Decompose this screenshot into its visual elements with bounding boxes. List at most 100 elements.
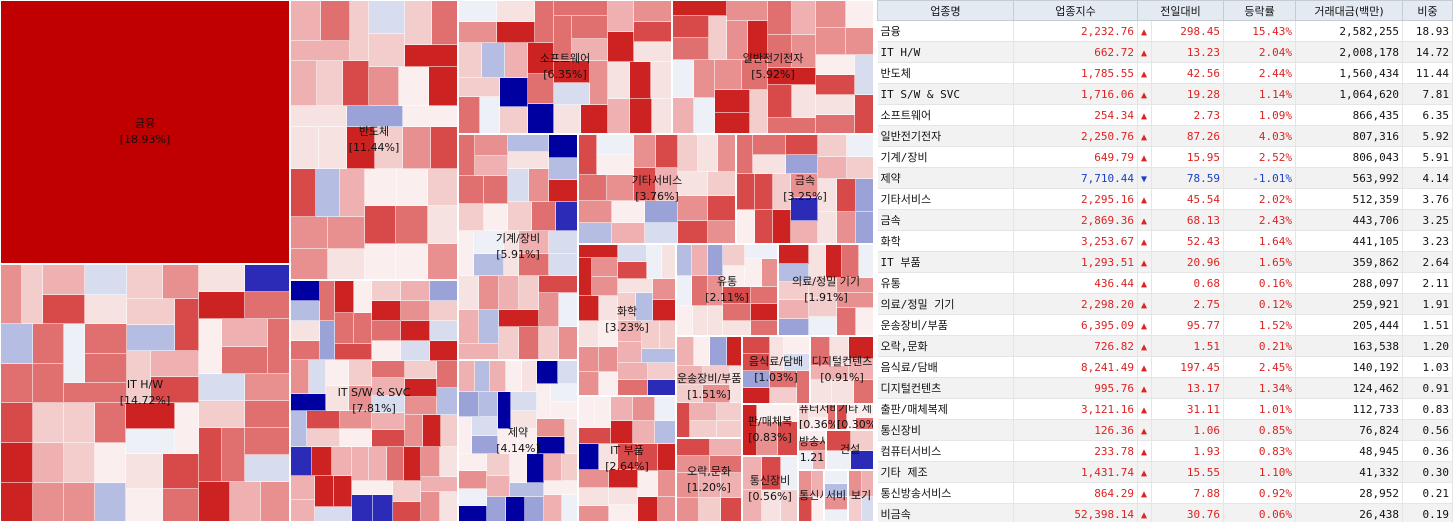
treemap-stock-tile[interactable] — [597, 135, 634, 155]
treemap-stock-tile[interactable] — [618, 279, 653, 293]
treemap-stock-tile[interactable] — [842, 245, 859, 278]
treemap-stock-tile[interactable] — [727, 337, 741, 366]
treemap-stock-tile[interactable] — [349, 386, 372, 411]
treemap-stock-tile[interactable] — [809, 278, 837, 298]
treemap-stock-tile[interactable] — [799, 405, 809, 429]
treemap-stock-tile[interactable] — [428, 244, 457, 279]
treemap-stock-tile[interactable] — [673, 98, 694, 133]
treemap-stock-tile[interactable] — [64, 324, 85, 383]
treemap-stock-tile[interactable] — [723, 304, 751, 321]
treemap-stock-tile[interactable] — [1, 324, 33, 364]
treemap-stock-tile[interactable] — [779, 264, 809, 282]
treemap-stock-tile[interactable] — [656, 135, 678, 168]
treemap-stock-tile[interactable] — [773, 174, 791, 210]
treemap-stock-tile[interactable] — [743, 457, 762, 490]
treemap-stock-tile[interactable] — [365, 169, 397, 206]
treemap-stock-tile[interactable] — [551, 384, 577, 402]
table-row[interactable]: 디지털컨텐츠 995.76 ▲ 13.17 1.34% 124,462 0.91 — [877, 377, 1454, 399]
treemap-stock-tile[interactable] — [579, 470, 609, 488]
treemap-stock-tile[interactable] — [372, 341, 401, 361]
treemap-stock-tile[interactable] — [437, 361, 457, 388]
treemap-stock-tile[interactable] — [499, 310, 539, 327]
treemap-stock-tile[interactable] — [608, 32, 634, 62]
treemap-stock-tile[interactable] — [347, 127, 375, 169]
treemap-stock-tile[interactable] — [319, 127, 347, 169]
treemap-stock-tile[interactable] — [708, 306, 723, 335]
treemap-stock-tile[interactable] — [245, 401, 289, 428]
treemap-sector-transport[interactable]: 운송장비/부품 [1.51%] — [676, 336, 742, 438]
treemap-stock-tile[interactable] — [634, 135, 656, 168]
treemap-stock-tile[interactable] — [727, 21, 748, 60]
table-row[interactable]: 기타 제조 1,431.74 ▲ 15.55 1.10% 41,332 0.30 — [877, 461, 1454, 483]
table-row[interactable]: IT 부품 1,293.51 ▲ 20.96 1.65% 359,862 2.64 — [877, 251, 1454, 273]
treemap-stock-tile[interactable] — [599, 372, 618, 395]
treemap-stock-tile[interactable] — [328, 249, 365, 279]
treemap-sector-broadcast[interactable]: 방송서1.21 — [798, 430, 826, 470]
treemap-stock-tile[interactable] — [535, 1, 554, 43]
treemap-stock-tile[interactable] — [551, 402, 577, 419]
treemap-stock-tile[interactable] — [812, 497, 823, 521]
treemap-stock-tile[interactable] — [508, 202, 532, 231]
treemap-stock-tile[interactable] — [608, 99, 630, 133]
treemap-stock-tile[interactable] — [677, 456, 710, 473]
treemap-stock-tile[interactable] — [430, 301, 457, 321]
treemap-stock-tile[interactable] — [633, 397, 655, 421]
table-row[interactable]: 통신방송서비스 864.29 ▲ 7.88 0.92% 28,952 0.21 — [877, 482, 1454, 504]
treemap-stock-tile[interactable] — [678, 135, 698, 172]
treemap-stock-tile[interactable] — [818, 179, 837, 212]
treemap-stock-tile[interactable] — [762, 259, 777, 287]
treemap-stock-tile[interactable] — [634, 22, 671, 42]
treemap-stock-tile[interactable] — [500, 78, 528, 107]
treemap-stock-tile[interactable] — [708, 245, 723, 276]
treemap-stock-tile[interactable] — [328, 217, 365, 249]
treemap-stock-tile[interactable] — [459, 344, 499, 359]
treemap-stock-tile[interactable] — [401, 281, 430, 301]
treemap-stock-tile[interactable] — [33, 483, 64, 521]
treemap-stock-tile[interactable] — [762, 457, 781, 490]
treemap-stock-tile[interactable] — [562, 495, 577, 521]
treemap-stock-tile[interactable] — [347, 106, 403, 127]
treemap-stock-tile[interactable] — [592, 277, 618, 296]
treemap-sector-etcmfg[interactable]: 기타 제[0.30%] — [836, 404, 874, 430]
treemap-stock-tile[interactable] — [779, 245, 809, 264]
treemap-stock-tile[interactable] — [751, 287, 777, 304]
treemap-stock-tile[interactable] — [484, 204, 508, 231]
treemap-stock-tile[interactable] — [528, 43, 554, 74]
treemap-stock-tile[interactable] — [369, 1, 405, 34]
treemap-stock-tile[interactable] — [784, 337, 809, 354]
table-row[interactable]: 제약 7,710.44 ▼ 78.59 -1.01% 563,992 4.14 — [877, 167, 1454, 189]
treemap-stock-tile[interactable] — [862, 497, 873, 521]
treemap-stock-tile[interactable] — [537, 361, 558, 384]
treemap-stock-tile[interactable] — [715, 113, 750, 133]
treemap-stock-tile[interactable] — [430, 341, 457, 361]
treemap-stock-tile[interactable] — [429, 67, 457, 106]
treemap-stock-tile[interactable] — [768, 68, 816, 85]
treemap-stock-tile[interactable] — [816, 95, 855, 115]
treemap-stock-tile[interactable] — [393, 481, 421, 502]
treemap-stock-tile[interactable] — [499, 276, 519, 310]
table-row[interactable]: 유통 436.44 ▲ 0.68 0.16% 288,097 2.11 — [877, 272, 1454, 294]
treemap-stock-tile[interactable] — [321, 1, 350, 41]
treemap-stock-tile[interactable] — [608, 62, 630, 99]
treemap-stock-tile[interactable] — [770, 388, 797, 403]
treemap-stock-tile[interactable] — [43, 295, 85, 324]
treemap-stock-tile[interactable] — [519, 254, 549, 276]
treemap-stock-tile[interactable] — [750, 90, 768, 133]
treemap-stock-tile[interactable] — [539, 293, 559, 327]
treemap-stock-tile[interactable] — [708, 221, 735, 243]
treemap-stock-tile[interactable] — [403, 127, 431, 169]
treemap-stock-tile[interactable] — [151, 351, 199, 377]
treemap-stock-tile[interactable] — [175, 403, 199, 454]
treemap-stock-tile[interactable] — [222, 319, 268, 347]
col-header-change[interactable]: 전일대비 — [1136, 0, 1225, 21]
treemap-sector-semi[interactable]: 반도체 [11.44%] — [290, 0, 458, 280]
treemap-stock-tile[interactable] — [369, 67, 399, 106]
treemap-stock-tile[interactable] — [792, 85, 816, 118]
treemap-stock-tile[interactable] — [618, 444, 638, 470]
treemap-stock-tile[interactable] — [855, 55, 873, 95]
treemap-stock-tile[interactable] — [811, 366, 849, 380]
treemap-stock-tile[interactable] — [340, 411, 372, 429]
treemap-stock-tile[interactable] — [678, 221, 708, 243]
treemap-stock-tile[interactable] — [1, 483, 33, 521]
treemap-stock-tile[interactable] — [694, 60, 715, 98]
